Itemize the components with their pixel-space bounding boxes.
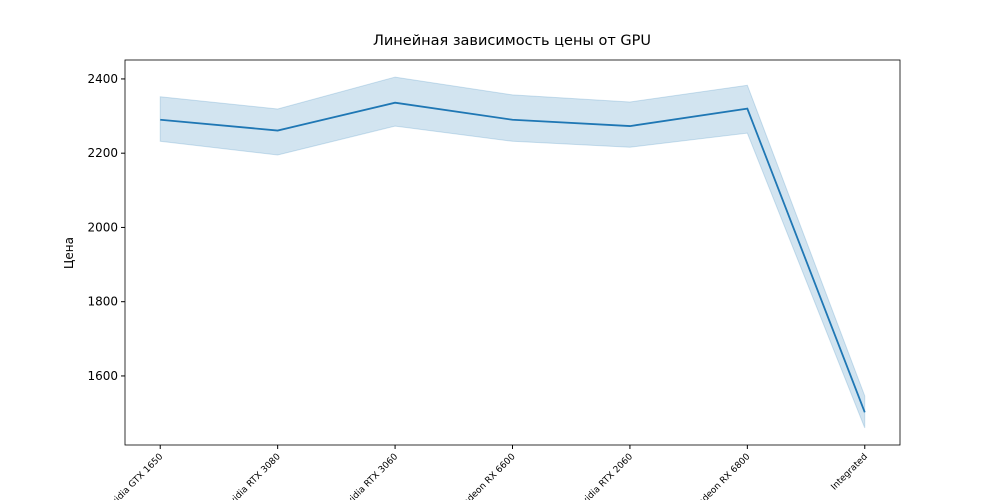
x-tick-label: Integrated: [829, 452, 869, 492]
x-tick-label: Nvidia GTX 1650: [105, 452, 165, 500]
y-tick-label: 2000: [87, 220, 118, 234]
y-tick-label: 1600: [87, 369, 118, 383]
confidence-band: [159, 76, 866, 429]
y-tick-label: 2200: [87, 146, 118, 160]
x-tick-label: Nvidia RTX 2060: [576, 452, 636, 500]
y-tick-label: 2400: [87, 72, 118, 86]
x-tick-label: AMD Radeon RX 6800: [676, 452, 753, 500]
y-tick-label: 1800: [87, 295, 118, 309]
x-tick-label: Nvidia RTX 3080: [223, 452, 283, 500]
y-axis-label: Цена: [62, 237, 76, 269]
x-tick-label: Nvidia RTX 3060: [341, 452, 401, 500]
plot-frame: [124, 59, 901, 446]
chart-title: Линейная зависимость цены от GPU: [373, 33, 651, 49]
x-tick-label: AMD Radeon RX 6600: [441, 452, 518, 500]
line: [160, 101, 866, 413]
